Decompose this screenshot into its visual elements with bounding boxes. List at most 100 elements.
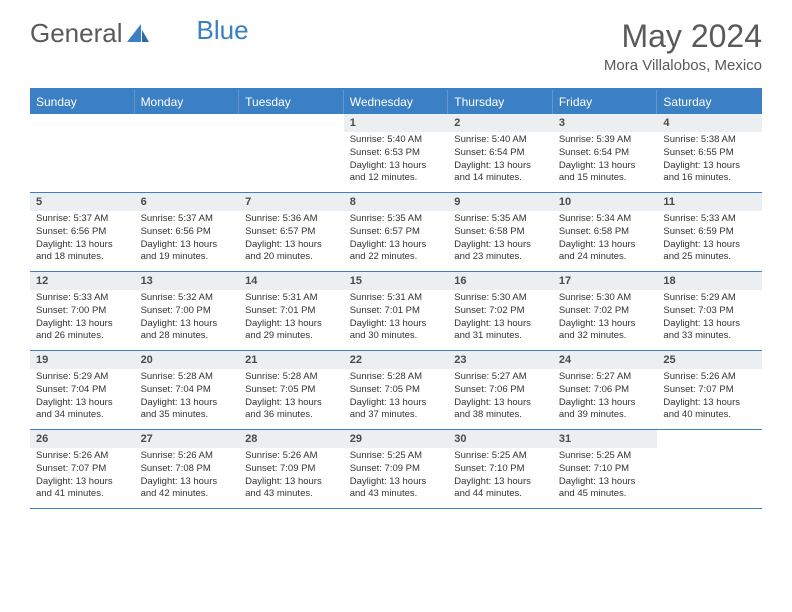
day-cell: . <box>239 114 344 192</box>
day-info: Sunrise: 5:25 AMSunset: 7:10 PMDaylight:… <box>448 450 553 501</box>
sunrise-text: Sunrise: 5:38 AM <box>663 134 756 147</box>
day-info: Sunrise: 5:31 AMSunset: 7:01 PMDaylight:… <box>344 292 449 343</box>
day-cell: 16Sunrise: 5:30 AMSunset: 7:02 PMDayligh… <box>448 272 553 350</box>
sunrise-text: Sunrise: 5:26 AM <box>245 450 338 463</box>
day-number: 19 <box>30 351 135 369</box>
daylight-text-1: Daylight: 13 hours <box>350 476 443 489</box>
day-cell: 25 Sunrise: 5:26 AMSunset: 7:07 PMDayligh… <box>657 351 762 429</box>
daylight-text-1: Daylight: 13 hours <box>245 239 338 252</box>
daylight-text-2: and 25 minutes. <box>663 251 756 264</box>
day-cell: 12Sunrise: 5:33 AMSunset: 7:00 PMDayligh… <box>30 272 135 350</box>
sunrise-text: Sunrise: 5:25 AM <box>454 450 547 463</box>
daylight-text-1: Daylight: 13 hours <box>350 239 443 252</box>
daylight-text-2: and 31 minutes. <box>454 330 547 343</box>
daylight-text-1: Daylight: 13 hours <box>454 397 547 410</box>
day-info: Sunrise: 5:25 AMSunset: 7:09 PMDaylight:… <box>344 450 449 501</box>
daylight-text-1: Daylight: 13 hours <box>141 239 234 252</box>
sunrise-text: Sunrise: 5:30 AM <box>454 292 547 305</box>
day-cell: 31Sunrise: 5:25 AMSunset: 7:10 PMDayligh… <box>553 430 658 508</box>
daylight-text-2: and 32 minutes. <box>559 330 652 343</box>
month-title: May 2024 <box>604 18 762 55</box>
week-row: ...1Sunrise: 5:40 AMSunset: 6:53 PMDayli… <box>30 114 762 193</box>
day-number: 17 <box>553 272 658 290</box>
day-cell: . <box>135 114 240 192</box>
day-cell: 23Sunrise: 5:27 AMSunset: 7:06 PMDayligh… <box>448 351 553 429</box>
day-number: 16 <box>448 272 553 290</box>
daylight-text-2: and 29 minutes. <box>245 330 338 343</box>
day-number: 11 <box>657 193 762 211</box>
daylight-text-1: Daylight: 13 hours <box>663 160 756 173</box>
day-cell: 8Sunrise: 5:35 AMSunset: 6:57 PMDaylight… <box>344 193 449 271</box>
sunset-text: Sunset: 7:04 PM <box>36 384 129 397</box>
daylight-text-2: and 15 minutes. <box>559 172 652 185</box>
day-cell: 20Sunrise: 5:28 AMSunset: 7:04 PMDayligh… <box>135 351 240 429</box>
sunrise-text: Sunrise: 5:35 AM <box>454 213 547 226</box>
sunrise-text: Sunrise: 5:25 AM <box>559 450 652 463</box>
day-number: 18 <box>657 272 762 290</box>
daylight-text-1: Daylight: 13 hours <box>663 239 756 252</box>
sunset-text: Sunset: 7:04 PM <box>141 384 234 397</box>
daylight-text-1: Daylight: 13 hours <box>141 318 234 331</box>
day-info: Sunrise: 5:35 AMSunset: 6:58 PMDaylight:… <box>448 213 553 264</box>
daylight-text-2: and 38 minutes. <box>454 409 547 422</box>
daylight-text-2: and 20 minutes. <box>245 251 338 264</box>
daylight-text-2: and 33 minutes. <box>663 330 756 343</box>
sunrise-text: Sunrise: 5:34 AM <box>559 213 652 226</box>
daylight-text-1: Daylight: 13 hours <box>36 318 129 331</box>
day-header: Saturday <box>657 90 762 114</box>
daylight-text-2: and 14 minutes. <box>454 172 547 185</box>
daylight-text-1: Daylight: 13 hours <box>559 476 652 489</box>
daylight-text-1: Daylight: 13 hours <box>663 318 756 331</box>
day-info: Sunrise: 5:39 AMSunset: 6:54 PMDaylight:… <box>553 134 658 185</box>
day-cell: 14Sunrise: 5:31 AMSunset: 7:01 PMDayligh… <box>239 272 344 350</box>
sunset-text: Sunset: 7:09 PM <box>245 463 338 476</box>
sunset-text: Sunset: 7:10 PM <box>454 463 547 476</box>
day-cell: 6Sunrise: 5:37 AMSunset: 6:56 PMDaylight… <box>135 193 240 271</box>
daylight-text-1: Daylight: 13 hours <box>245 397 338 410</box>
day-number: 21 <box>239 351 344 369</box>
day-number: 8 <box>344 193 449 211</box>
daylight-text-2: and 37 minutes. <box>350 409 443 422</box>
day-cell: 30Sunrise: 5:25 AMSunset: 7:10 PMDayligh… <box>448 430 553 508</box>
sunset-text: Sunset: 6:54 PM <box>559 147 652 160</box>
sunset-text: Sunset: 6:57 PM <box>245 226 338 239</box>
sunset-text: Sunset: 6:58 PM <box>559 226 652 239</box>
sunrise-text: Sunrise: 5:28 AM <box>350 371 443 384</box>
daylight-text-1: Daylight: 13 hours <box>559 239 652 252</box>
daylight-text-1: Daylight: 13 hours <box>350 160 443 173</box>
day-number: 31 <box>553 430 658 448</box>
week-row: 12Sunrise: 5:33 AMSunset: 7:00 PMDayligh… <box>30 272 762 351</box>
day-info: Sunrise: 5:34 AMSunset: 6:58 PMDaylight:… <box>553 213 658 264</box>
day-number: 4 <box>657 114 762 132</box>
daylight-text-2: and 39 minutes. <box>559 409 652 422</box>
day-number: 29 <box>344 430 449 448</box>
daylight-text-2: and 41 minutes. <box>36 488 129 501</box>
day-info: Sunrise: 5:26 AMSunset: 7:07 PMDaylight:… <box>657 371 762 422</box>
day-cell: 4Sunrise: 5:38 AMSunset: 6:55 PMDaylight… <box>657 114 762 192</box>
sunrise-text: Sunrise: 5:31 AM <box>350 292 443 305</box>
day-info: Sunrise: 5:26 AMSunset: 7:07 PMDaylight:… <box>30 450 135 501</box>
daylight-text-2: and 22 minutes. <box>350 251 443 264</box>
sunrise-text: Sunrise: 5:33 AM <box>36 292 129 305</box>
day-number: 12 <box>30 272 135 290</box>
daylight-text-2: and 44 minutes. <box>454 488 547 501</box>
day-cell: 10Sunrise: 5:34 AMSunset: 6:58 PMDayligh… <box>553 193 658 271</box>
day-header: Wednesday <box>344 90 449 114</box>
daylight-text-2: and 35 minutes. <box>141 409 234 422</box>
day-cell: 7Sunrise: 5:36 AMSunset: 6:57 PMDaylight… <box>239 193 344 271</box>
day-info: Sunrise: 5:29 AMSunset: 7:04 PMDaylight:… <box>30 371 135 422</box>
day-number: 7 <box>239 193 344 211</box>
day-number: 28 <box>239 430 344 448</box>
day-number: 25 <box>657 351 762 369</box>
day-cell: 2Sunrise: 5:40 AMSunset: 6:54 PMDaylight… <box>448 114 553 192</box>
daylight-text-1: Daylight: 13 hours <box>559 318 652 331</box>
daylight-text-1: Daylight: 13 hours <box>36 239 129 252</box>
daylight-text-1: Daylight: 13 hours <box>36 476 129 489</box>
sunrise-text: Sunrise: 5:32 AM <box>141 292 234 305</box>
daylight-text-2: and 19 minutes. <box>141 251 234 264</box>
day-header: Friday <box>553 90 658 114</box>
sail-icon <box>127 18 149 49</box>
daylight-text-1: Daylight: 13 hours <box>454 318 547 331</box>
day-cell: 5Sunrise: 5:37 AMSunset: 6:56 PMDaylight… <box>30 193 135 271</box>
sunset-text: Sunset: 6:57 PM <box>350 226 443 239</box>
